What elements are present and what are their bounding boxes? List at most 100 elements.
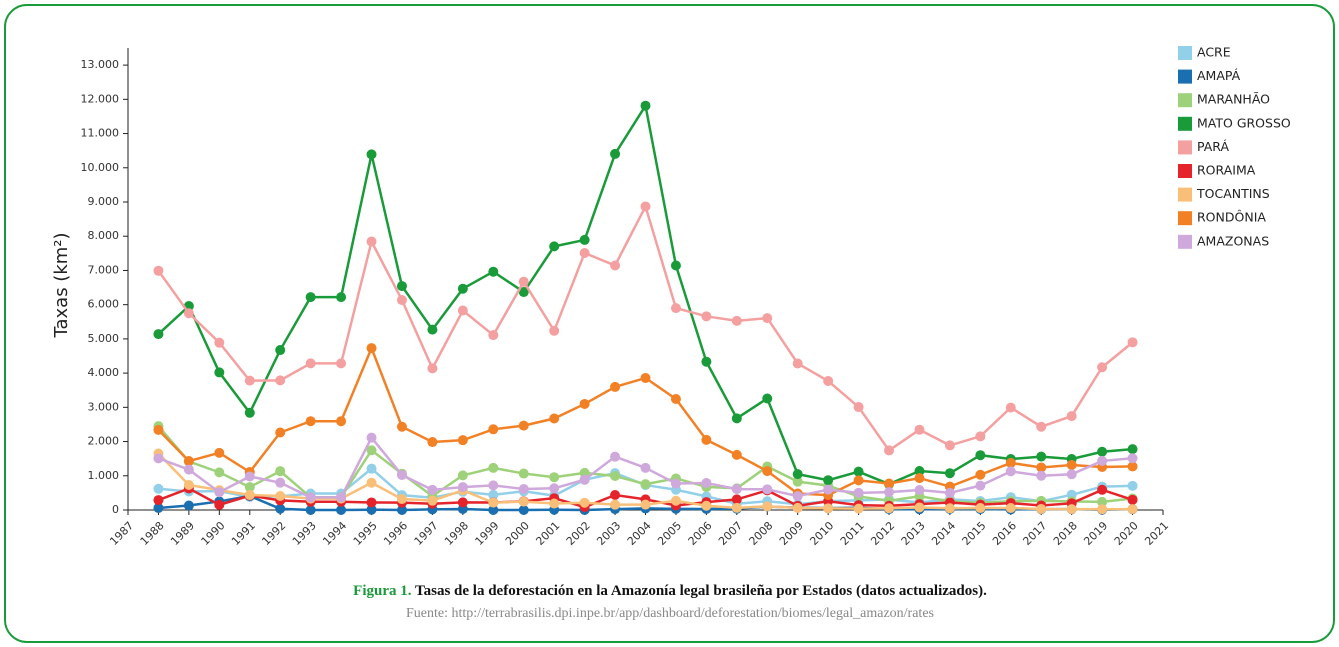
data-point bbox=[427, 495, 438, 506]
data-point bbox=[610, 260, 621, 271]
data-point bbox=[275, 503, 286, 514]
data-point bbox=[579, 247, 590, 258]
data-point bbox=[488, 505, 499, 515]
data-point bbox=[884, 487, 895, 498]
data-point bbox=[1097, 484, 1108, 495]
data-point bbox=[214, 467, 225, 478]
data-point bbox=[457, 305, 468, 316]
y-tick-label: 12.000 bbox=[81, 92, 120, 105]
data-point bbox=[914, 502, 925, 513]
caption-label: Figura 1. bbox=[353, 583, 412, 599]
legend-label: MARANHÃO bbox=[1197, 92, 1270, 107]
data-point bbox=[214, 367, 225, 378]
data-point bbox=[153, 502, 164, 513]
data-point bbox=[336, 358, 347, 369]
y-tick-label: 6.000 bbox=[88, 298, 120, 311]
data-point bbox=[488, 489, 499, 500]
data-point bbox=[396, 295, 407, 306]
source: Fuente: http://terrabrasilis.dpi.inpe.br… bbox=[406, 606, 934, 621]
data-point bbox=[518, 420, 529, 431]
data-point bbox=[975, 480, 986, 491]
data-point bbox=[701, 356, 712, 367]
legend-swatch bbox=[1178, 46, 1192, 60]
legend-swatch bbox=[1178, 234, 1192, 249]
data-point bbox=[1036, 462, 1047, 473]
data-point bbox=[884, 503, 895, 514]
data-point bbox=[183, 456, 194, 467]
data-point bbox=[366, 236, 377, 247]
data-point bbox=[610, 451, 621, 462]
data-point bbox=[244, 407, 255, 418]
data-point bbox=[275, 375, 286, 386]
data-point bbox=[457, 283, 468, 294]
data-point bbox=[214, 487, 225, 498]
data-point bbox=[762, 313, 773, 324]
data-point bbox=[518, 468, 529, 479]
data-point bbox=[488, 330, 499, 341]
data-point bbox=[457, 497, 468, 508]
data-point bbox=[610, 499, 621, 510]
legend-label: RORAIMA bbox=[1197, 163, 1256, 178]
data-point bbox=[366, 445, 377, 456]
data-point bbox=[518, 496, 529, 507]
data-point bbox=[853, 487, 864, 498]
legend-label: AMAZONAS bbox=[1197, 233, 1269, 248]
data-point bbox=[305, 416, 316, 427]
data-point bbox=[153, 495, 164, 506]
data-point bbox=[701, 500, 712, 511]
data-point bbox=[518, 505, 529, 515]
data-point bbox=[610, 489, 621, 500]
data-point bbox=[823, 484, 834, 495]
data-point bbox=[884, 445, 895, 456]
legend-swatch bbox=[1178, 164, 1192, 178]
legend-swatch bbox=[1178, 211, 1192, 226]
data-point bbox=[762, 466, 773, 477]
data-point bbox=[792, 469, 803, 480]
legend-label: TOCANTINS bbox=[1196, 186, 1270, 201]
data-point bbox=[1127, 480, 1138, 491]
data-point bbox=[1127, 461, 1138, 472]
legend-swatch bbox=[1178, 140, 1192, 155]
data-point bbox=[762, 484, 773, 495]
data-point bbox=[366, 504, 377, 515]
data-point bbox=[488, 266, 499, 277]
data-point bbox=[153, 329, 164, 340]
data-point bbox=[1097, 446, 1108, 457]
data-point bbox=[701, 478, 712, 489]
data-point bbox=[853, 503, 864, 514]
y-tick-label: 8.000 bbox=[88, 229, 120, 242]
data-point bbox=[701, 434, 712, 445]
data-point bbox=[275, 466, 286, 477]
data-point bbox=[366, 432, 377, 443]
data-point bbox=[853, 402, 864, 413]
legend-swatch bbox=[1178, 187, 1192, 202]
data-point bbox=[731, 484, 742, 495]
y-tick-label: 5.000 bbox=[88, 332, 120, 345]
data-point bbox=[305, 492, 316, 503]
data-point bbox=[488, 424, 499, 435]
legend-label: AMAPÁ bbox=[1197, 68, 1241, 83]
data-point bbox=[336, 292, 347, 303]
data-point bbox=[366, 343, 377, 354]
data-point bbox=[214, 447, 225, 458]
data-point bbox=[488, 497, 499, 508]
data-point bbox=[975, 503, 986, 514]
data-point bbox=[366, 463, 377, 474]
data-point bbox=[944, 487, 955, 498]
data-point bbox=[1097, 504, 1108, 515]
data-point bbox=[670, 393, 681, 404]
data-point bbox=[396, 469, 407, 480]
data-point bbox=[305, 292, 316, 303]
data-point bbox=[1005, 466, 1016, 477]
data-point bbox=[396, 421, 407, 432]
frame bbox=[4, 4, 1335, 643]
data-point bbox=[305, 358, 316, 369]
caption-text: Tasas de la deforestación en la Amazonía… bbox=[415, 583, 987, 599]
legend-label: ACRE bbox=[1197, 45, 1231, 60]
data-point bbox=[457, 482, 468, 493]
data-point bbox=[792, 502, 803, 513]
data-point bbox=[731, 449, 742, 460]
data-point bbox=[549, 472, 560, 483]
